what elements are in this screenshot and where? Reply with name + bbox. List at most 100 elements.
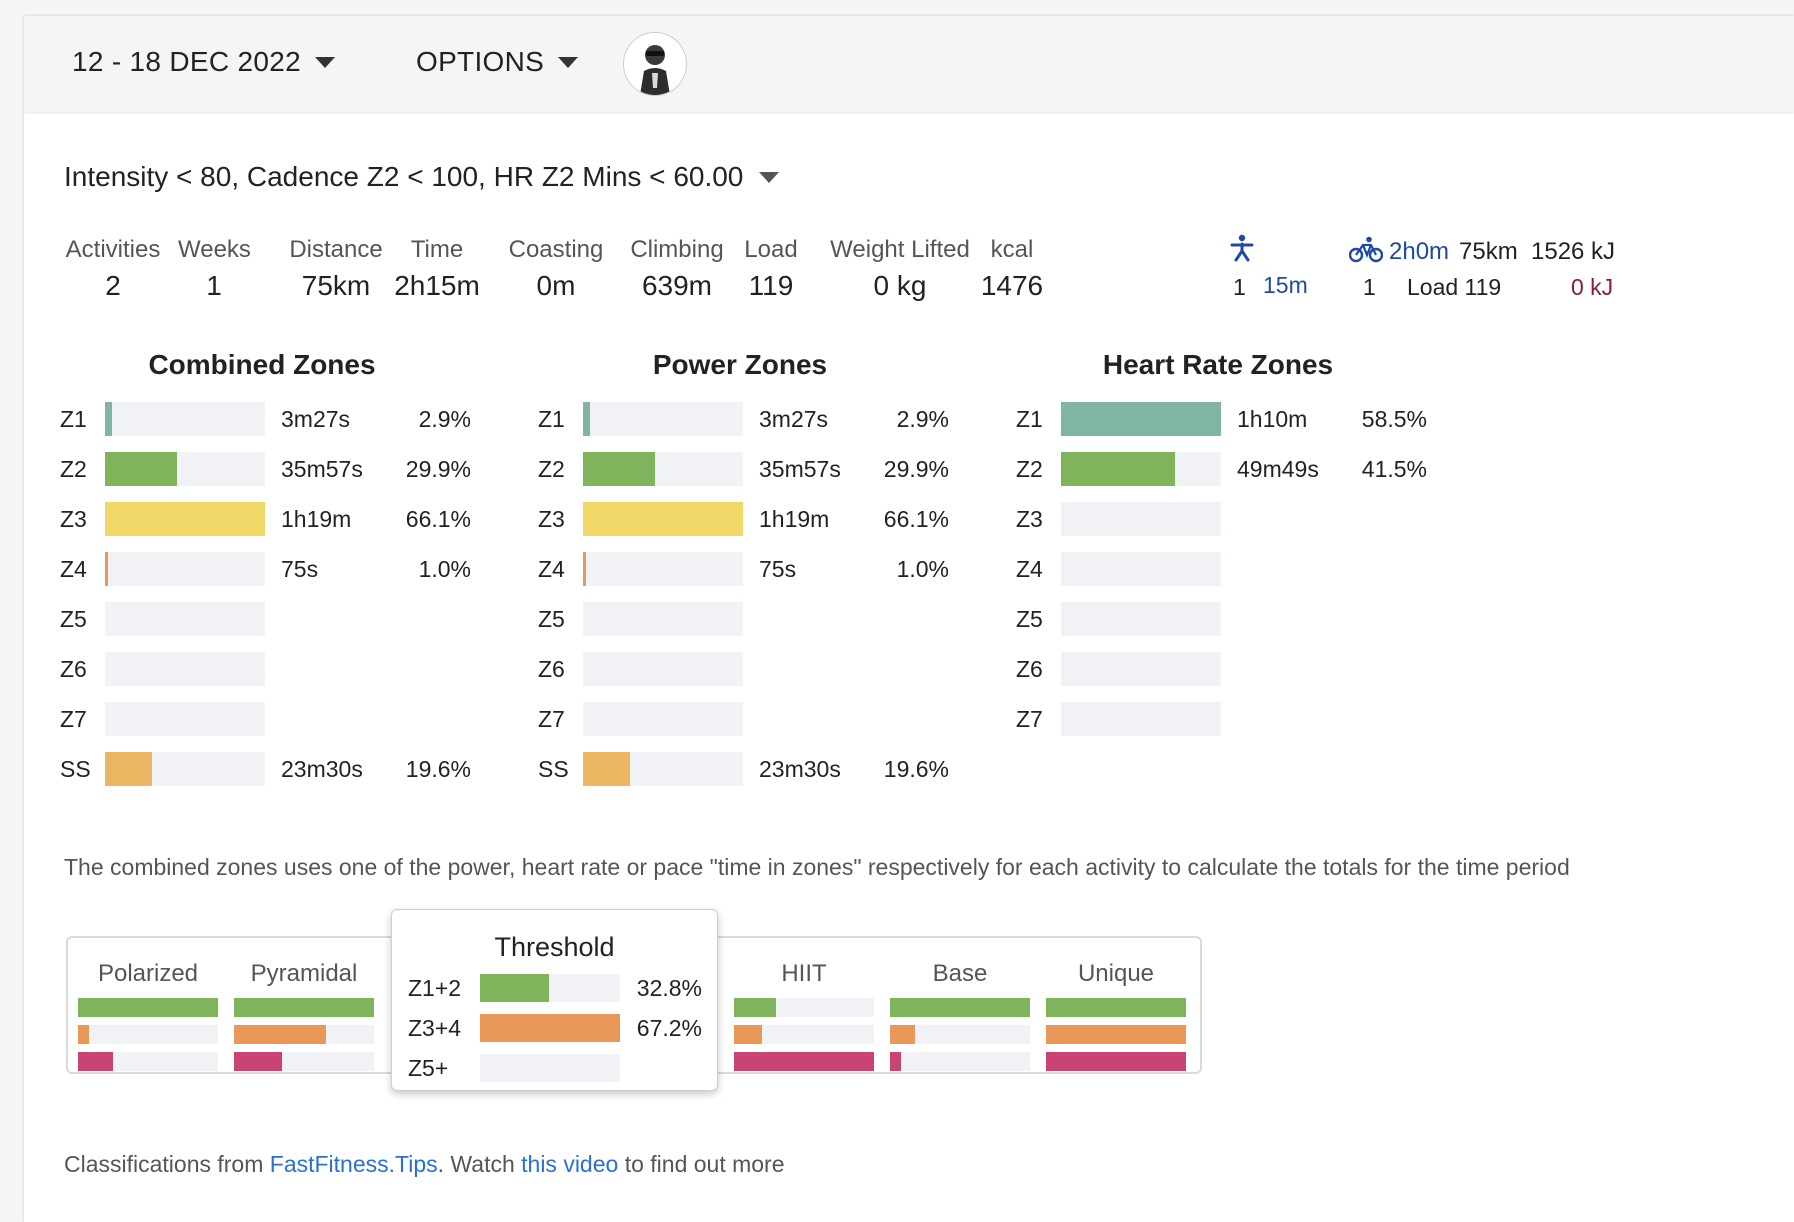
classification-name: HIIT (781, 960, 827, 987)
stat-value: 639m (641, 270, 713, 301)
zone-label: Z1 (1016, 405, 1043, 432)
zone-row[interactable]: Z5 (538, 602, 743, 636)
options-button[interactable]: OPTIONS (416, 46, 579, 78)
zone-label: Z2 (60, 455, 87, 482)
walk-time: 15m (1263, 272, 1308, 298)
popup-title: Threshold (494, 932, 615, 962)
zone-row[interactable]: Z3 1h19m 66.1% (538, 502, 949, 536)
zone-time: 23m30s (281, 755, 363, 782)
zone-row[interactable]: Z4 75s 1.0% (538, 552, 949, 586)
stat-0: Activities 2 (60, 236, 166, 302)
classification-base[interactable]: Base (890, 938, 1030, 1071)
zone-percent: 1.0% (896, 555, 949, 582)
zone-time: 3m27s (759, 405, 829, 432)
zone-bar (105, 452, 177, 486)
zone-label: Z1 (538, 405, 565, 432)
zone-row[interactable]: Z1 3m27s 2.9% (60, 402, 471, 436)
stat-label: Activities (65, 236, 161, 263)
zone-row[interactable]: Z6 (538, 652, 743, 686)
zone-bar-track (1061, 502, 1221, 536)
popup-row-label: Z1+2 (408, 974, 462, 1001)
chevron-down-icon (314, 56, 335, 68)
stat-label: Weight Lifted (830, 236, 970, 263)
popup-bar-track (480, 974, 620, 1002)
zone-row[interactable]: Z7 (1016, 702, 1221, 736)
zone-row[interactable]: Z1 3m27s 2.9% (538, 402, 949, 436)
classification-hiit[interactable]: HIIT (734, 938, 874, 1071)
classification-bar (1046, 1052, 1186, 1071)
ride-time: 2h0m (1389, 238, 1450, 265)
ride-distance: 75km (1459, 238, 1518, 265)
stat-label: Distance (289, 236, 383, 263)
footer-suffix: to find out more (618, 1151, 785, 1177)
zone-row[interactable]: Z2 49m49s 41.5% (1016, 452, 1427, 486)
popup-bar (480, 974, 549, 1002)
zone-row[interactable]: Z4 75s 1.0% (60, 552, 471, 586)
zone-time: 1h10m (1237, 405, 1308, 432)
stat-value: 0 kg (873, 270, 927, 301)
zone-bar-track (105, 552, 265, 586)
stat-label: Weeks (178, 236, 251, 263)
avatar[interactable] (623, 32, 687, 96)
zone-row[interactable]: Z2 35m57s 29.9% (538, 452, 949, 486)
zone-bar-track (583, 552, 743, 586)
zone-row[interactable]: Z7 (538, 702, 743, 736)
classification-pyramidal[interactable]: Pyramidal (234, 938, 374, 1071)
zone-row[interactable]: Z3 1h19m 66.1% (60, 502, 471, 536)
fastfitness-link[interactable]: FastFitness.Tips (269, 1151, 438, 1177)
threshold-popup: Threshold Z1+2 32.8% Z3+4 67.2% Z5+ (391, 909, 718, 1091)
video-link[interactable]: this video (521, 1151, 619, 1177)
zone-row[interactable]: Z6 (1016, 652, 1221, 686)
zone-row[interactable]: Z3 (1016, 502, 1221, 536)
zone-bar-track (105, 402, 265, 436)
classification-unique[interactable]: Unique (1046, 938, 1186, 1071)
chevron-down-icon (759, 171, 780, 183)
zone-bar-track (583, 652, 743, 686)
walking-icon (1230, 234, 1254, 262)
zone-percent: 2.9% (896, 405, 949, 432)
zone-bar-track (1061, 452, 1221, 486)
zone-label: Z3 (1016, 505, 1043, 532)
stat-label: Load (744, 236, 798, 263)
zone-bar-track (583, 452, 743, 486)
zone-row[interactable]: SS 23m30s 19.6% (538, 752, 949, 786)
classification-polarized[interactable]: Polarized (78, 938, 218, 1071)
classification-bar-track (1046, 1052, 1186, 1071)
date-range-button[interactable]: 12 - 18 DEC 2022 (72, 46, 335, 78)
classification-bar (78, 1052, 113, 1071)
zone-bar (105, 752, 153, 786)
zone-time: 35m57s (281, 455, 363, 482)
zone-percent: 19.6% (405, 755, 471, 782)
zone-row[interactable]: Z4 (1016, 552, 1221, 586)
stat-value: 1 (206, 270, 222, 301)
zone-percent: 19.6% (883, 755, 949, 782)
zone-percent: 41.5% (1361, 455, 1427, 482)
zone-row[interactable]: Z7 (60, 702, 265, 736)
zone-row[interactable]: Z5 (60, 602, 265, 636)
zone-bar-track (583, 602, 743, 636)
stat-label: Time (410, 236, 464, 263)
zone-label: Z3 (60, 505, 87, 532)
zone-bar (105, 402, 113, 436)
zone-row[interactable]: Z1 1h10m 58.5% (1016, 402, 1427, 436)
popup-row-percent: 32.8% (636, 974, 702, 1001)
zone-row[interactable]: Z6 (60, 652, 265, 686)
stat-value: 2h15m (394, 270, 480, 301)
stat-1: Weeks 1 (178, 236, 251, 302)
zone-bar (583, 552, 586, 586)
classification-bar-track (78, 998, 218, 1017)
classification-bar (890, 1052, 902, 1071)
stat-value: 0m (536, 270, 576, 301)
stat-value: 75km (301, 270, 371, 301)
zone-row[interactable]: Z5 (1016, 602, 1221, 636)
zone-label: SS (60, 755, 91, 782)
zone-row[interactable]: Z2 35m57s 29.9% (60, 452, 471, 486)
zone-percent: 66.1% (883, 505, 949, 532)
filter-dropdown[interactable]: Intensity < 80, Cadence Z2 < 100, HR Z2 … (64, 161, 780, 193)
zone-bar-track (583, 702, 743, 736)
zone-bar-track (105, 702, 265, 736)
zone-row[interactable]: SS 23m30s 19.6% (60, 752, 471, 786)
classification-bar-track (734, 1025, 874, 1044)
zone-label: Z6 (60, 655, 87, 682)
stat-8: kcal 1476 (974, 236, 1050, 302)
